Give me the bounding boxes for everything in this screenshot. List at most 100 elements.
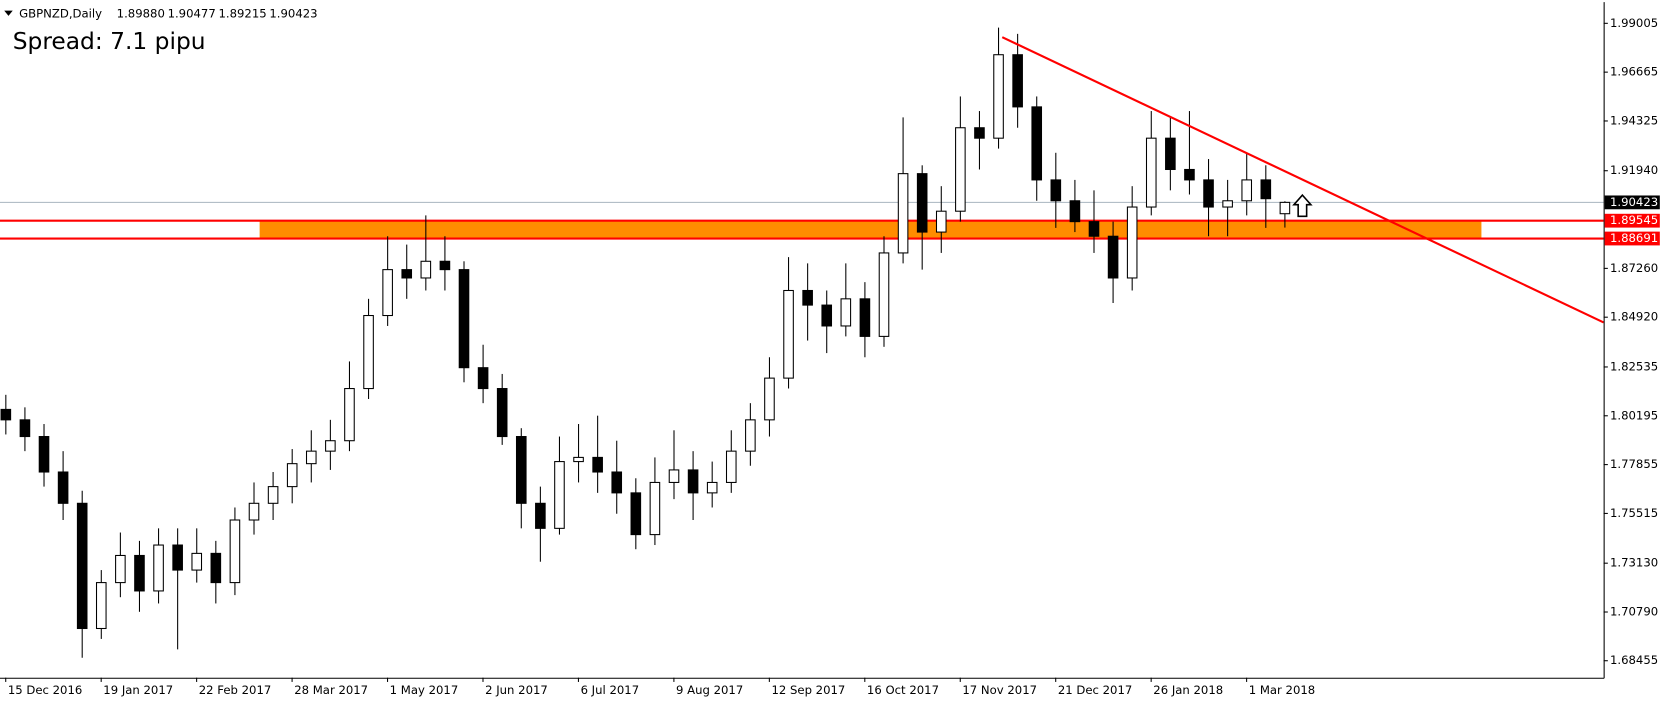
x-tick-label: 19 Jan 2017	[103, 683, 173, 697]
candle-body	[611, 471, 623, 494]
y-tick-label: 1.94325	[1610, 113, 1658, 127]
candle-body	[573, 456, 584, 463]
candle-body	[134, 554, 145, 592]
candle-body	[1107, 235, 1119, 279]
candle-body	[325, 440, 336, 452]
candle-body	[401, 269, 413, 279]
candle-body	[420, 260, 432, 279]
y-tick-label: 1.75515	[1610, 506, 1658, 520]
candle-body	[305, 450, 317, 465]
candle-body	[1069, 200, 1081, 223]
menu-triangle[interactable]	[4, 10, 13, 16]
x-tick-label: 1 Mar 2018	[1249, 683, 1315, 697]
y-tick-label: 1.99005	[1610, 16, 1658, 30]
candle-body	[706, 481, 718, 494]
candle-body	[859, 298, 871, 337]
candle-body	[821, 304, 833, 327]
price-label: 1.88691	[1610, 231, 1658, 245]
candle-body	[191, 552, 203, 571]
candle-body	[649, 481, 661, 536]
x-tick-label: 9 Aug 2017	[676, 683, 743, 697]
candle-body	[1050, 179, 1062, 202]
candle-body	[630, 492, 642, 536]
candle-body	[687, 469, 699, 494]
symbol-title: GBPNZD,Daily	[19, 6, 102, 20]
candle-body	[764, 377, 775, 421]
candle-body	[496, 388, 508, 438]
x-tick-label: 16 Oct 2017	[867, 683, 939, 697]
candle-body	[439, 260, 451, 271]
candle-body	[344, 388, 355, 442]
candle-body	[1012, 54, 1023, 108]
y-tick-label: 1.84920	[1610, 310, 1658, 324]
candle-body	[955, 127, 966, 212]
candle-body	[1241, 179, 1253, 202]
candle-body	[1145, 137, 1157, 208]
candle-body	[0, 408, 12, 421]
x-tick-label: 12 Sep 2017	[771, 683, 845, 697]
x-tick-label: 15 Dec 2016	[8, 683, 82, 697]
candle-body	[38, 436, 50, 473]
spread-annotation: Spread: 7.1 pipu	[13, 27, 206, 55]
candle-body	[878, 252, 890, 337]
candle-body	[1260, 179, 1272, 200]
candle-body	[1165, 137, 1176, 171]
x-tick-label: 1 May 2017	[390, 683, 459, 697]
candle-body	[19, 419, 31, 438]
candle-body	[897, 173, 909, 254]
candle-body	[286, 463, 298, 488]
candle-body	[592, 456, 603, 473]
candle-body	[1126, 206, 1138, 279]
x-tick-label: 21 Dec 2017	[1058, 683, 1132, 697]
candle-body	[57, 471, 69, 504]
candle-body	[1279, 201, 1291, 215]
candle-body	[210, 552, 222, 584]
candle-body	[515, 436, 527, 504]
price-label: 1.90423	[1610, 195, 1658, 209]
candle-body	[1222, 200, 1233, 208]
candle-body	[229, 519, 241, 584]
quote-value: 1.90423	[269, 6, 317, 20]
price-label-bg	[1604, 231, 1660, 246]
x-tick-label: 17 Nov 2017	[962, 683, 1037, 697]
x-tick-label: 2 Jun 2017	[485, 683, 548, 697]
candle-body	[668, 469, 680, 483]
y-tick-label: 1.96665	[1610, 65, 1658, 79]
candle-body	[477, 367, 489, 390]
quote-value: 1.89215	[218, 6, 266, 20]
y-tick-label: 1.80195	[1610, 408, 1658, 422]
y-tick-label: 1.87260	[1610, 261, 1658, 275]
x-tick-label: 22 Feb 2017	[199, 683, 272, 697]
candle-body	[172, 544, 183, 571]
candle-body	[95, 582, 107, 630]
candle-body	[554, 461, 565, 529]
price-label-bg	[1604, 195, 1660, 210]
candle-body	[248, 502, 260, 521]
candle-body	[993, 54, 1004, 139]
candle-body	[935, 210, 947, 233]
quote-value: 1.89880	[117, 6, 165, 20]
candle-body	[382, 269, 393, 317]
y-tick-label: 1.77855	[1610, 457, 1658, 471]
price-label-bg	[1604, 213, 1660, 228]
x-tick-label: 26 Jan 2018	[1153, 683, 1223, 697]
candle-body	[115, 554, 126, 584]
candle-body	[1184, 168, 1195, 181]
x-tick-label: 28 Mar 2017	[294, 683, 368, 697]
y-tick-label: 1.91940	[1610, 163, 1658, 177]
candle-body	[802, 289, 813, 306]
plot-area	[0, 27, 1605, 658]
candle-body	[76, 502, 88, 630]
candle-body	[725, 450, 737, 483]
support-zone	[259, 220, 1482, 239]
candle-body	[1031, 106, 1043, 181]
candle-body	[916, 173, 928, 233]
candle-body	[840, 298, 852, 327]
x-tick-label: 6 Jul 2017	[581, 683, 640, 697]
candle-body	[783, 289, 794, 379]
candle-body	[153, 544, 164, 592]
candle-body	[745, 419, 756, 452]
